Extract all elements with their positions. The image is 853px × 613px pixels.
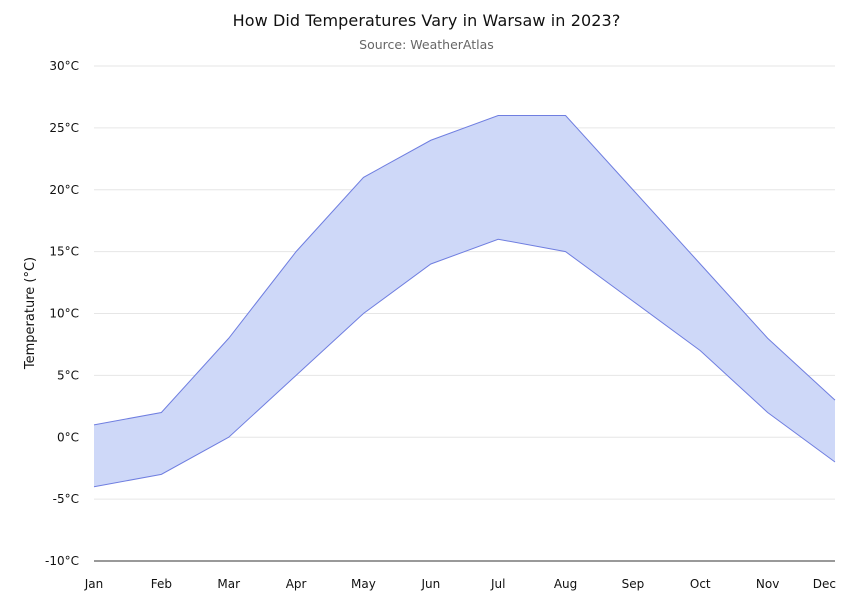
x-tick-label: May (351, 577, 376, 591)
y-tick-label: 30°C (49, 59, 79, 73)
series-line-high (93, 115, 836, 426)
x-tick-label: Jan (84, 577, 104, 591)
data-point-low (565, 251, 567, 253)
x-tick-label: Jun (420, 577, 440, 591)
y-tick-label: 5°C (57, 368, 79, 382)
x-tick-label: Nov (756, 577, 779, 591)
data-point-low (228, 436, 230, 438)
x-tick-label: Aug (554, 577, 577, 591)
y-tick-label: 15°C (49, 245, 79, 259)
temperature-band (93, 115, 836, 488)
data-point-high (767, 337, 769, 339)
data-point-low (430, 263, 432, 265)
chart-title: How Did Temperatures Vary in Warsaw in 2… (232, 11, 621, 30)
data-point-high (295, 251, 297, 253)
x-tick-label: Dec (813, 577, 836, 591)
data-point-high (160, 412, 162, 414)
data-point-high (565, 115, 567, 117)
series-line-low (93, 238, 836, 488)
data-point-high (632, 189, 634, 191)
data-point-high (228, 337, 230, 339)
data-point-low (497, 238, 499, 240)
data-point-high (699, 263, 701, 265)
y-tick-label: 25°C (49, 121, 79, 135)
data-point-low (160, 473, 162, 475)
y-tick-label: -5°C (53, 492, 79, 506)
data-point-low (362, 313, 364, 315)
data-point-low (767, 412, 769, 414)
x-tick-label: Feb (151, 577, 172, 591)
data-point-high (430, 139, 432, 141)
y-tick-label: -10°C (45, 554, 79, 568)
x-tick-label: Mar (217, 577, 240, 591)
range-area (94, 115, 835, 487)
y-tick-label: 10°C (49, 307, 79, 321)
data-point-low (834, 461, 836, 463)
data-point-high (93, 424, 95, 426)
x-tick-label: Sep (622, 577, 645, 591)
data-point-high (497, 115, 499, 117)
y-axis-label: Temperature (°C) (23, 257, 38, 370)
data-point-low (93, 486, 95, 488)
data-point-high (362, 176, 364, 178)
data-point-high (834, 399, 836, 401)
data-point-low (699, 350, 701, 352)
x-tick-label: Jul (490, 577, 505, 591)
y-axis-ticks: -10°C -5°C 0°C 5°C 10°C 15°C 20°C 25°C 30°C (45, 59, 79, 568)
data-point-low (295, 374, 297, 376)
y-tick-label: 20°C (49, 183, 79, 197)
data-point-low (632, 300, 634, 302)
x-tick-label: Apr (286, 577, 307, 591)
chart-subtitle: Source: WeatherAtlas (359, 37, 494, 52)
y-tick-label: 0°C (57, 430, 79, 444)
x-tick-label: Oct (690, 577, 711, 591)
x-axis-ticks: Jan Feb Mar Apr May Jun Jul Aug Sep Oct Nov Dec (84, 577, 836, 591)
